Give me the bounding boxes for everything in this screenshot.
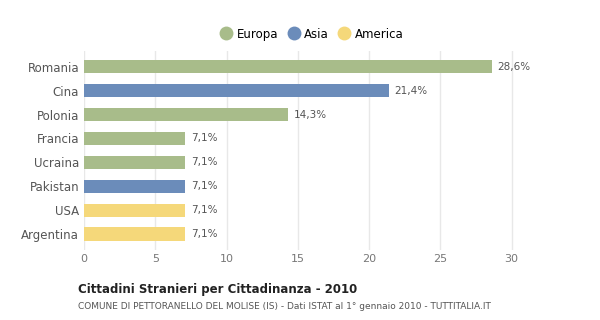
Bar (84, 84, 389, 97)
Bar (84, 156, 185, 169)
Bar (84, 108, 288, 121)
Bar (84, 204, 185, 217)
Bar (84, 132, 185, 145)
Bar (84, 60, 491, 73)
Text: Cittadini Stranieri per Cittadinanza - 2010: Cittadini Stranieri per Cittadinanza - 2… (78, 283, 357, 296)
Text: 7,1%: 7,1% (191, 181, 217, 191)
Legend: Europa, Asia, America: Europa, Asia, America (215, 23, 409, 46)
Text: 7,1%: 7,1% (191, 205, 217, 215)
Text: COMUNE DI PETTORANELLO DEL MOLISE (IS) - Dati ISTAT al 1° gennaio 2010 - TUTTITA: COMUNE DI PETTORANELLO DEL MOLISE (IS) -… (78, 302, 491, 311)
Text: 14,3%: 14,3% (293, 109, 326, 120)
Bar (84, 180, 185, 193)
Text: 7,1%: 7,1% (191, 133, 217, 143)
Text: 28,6%: 28,6% (497, 62, 530, 72)
Text: 21,4%: 21,4% (395, 86, 428, 96)
Bar (84, 228, 185, 241)
Text: 7,1%: 7,1% (191, 229, 217, 239)
Text: 7,1%: 7,1% (191, 157, 217, 167)
